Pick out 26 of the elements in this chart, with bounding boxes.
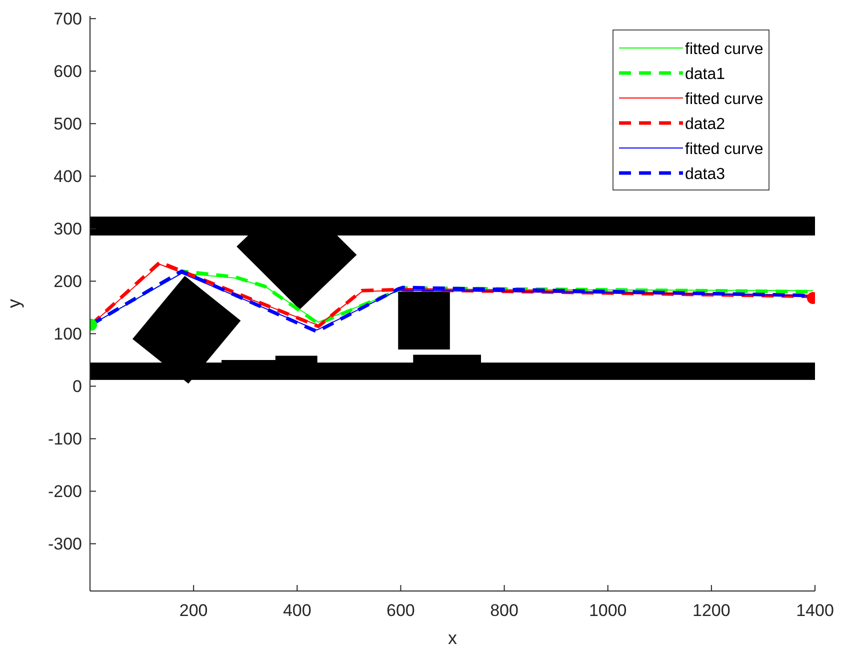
x-tick-label: 200 (179, 601, 208, 620)
x-tick-label: 1400 (796, 601, 834, 620)
x-tick-label: 1200 (692, 601, 730, 620)
x-tick-label: 400 (282, 601, 312, 620)
y-tick-label: 100 (54, 324, 82, 344)
legend-label: data2 (685, 116, 726, 133)
y-tick-label: 500 (54, 114, 82, 134)
legend-label: data1 (685, 66, 726, 83)
y-axis-title: y (4, 299, 24, 308)
y-tick-label: 300 (54, 220, 82, 239)
legend-label: fitted curve (685, 141, 764, 158)
y-tick-label: -100 (48, 430, 82, 449)
y-tick-label: 700 (54, 10, 82, 29)
x-tick-label: 600 (386, 601, 415, 620)
y-tick-label: 400 (54, 167, 82, 186)
legend-label: fitted curve (685, 91, 764, 108)
y-tick-label: 200 (54, 272, 82, 292)
y-tick-label: -200 (48, 482, 82, 502)
legend-label: fitted curve (685, 41, 764, 58)
y-tick-label: 0 (72, 377, 82, 396)
x-axis-title: x (448, 628, 457, 648)
legend-label: data3 (685, 166, 726, 183)
y-tick-label: -300 (48, 534, 82, 554)
x-tick-label: 1000 (588, 601, 627, 620)
y-tick-label: 600 (54, 62, 82, 82)
x-tick-label: 800 (490, 601, 518, 620)
